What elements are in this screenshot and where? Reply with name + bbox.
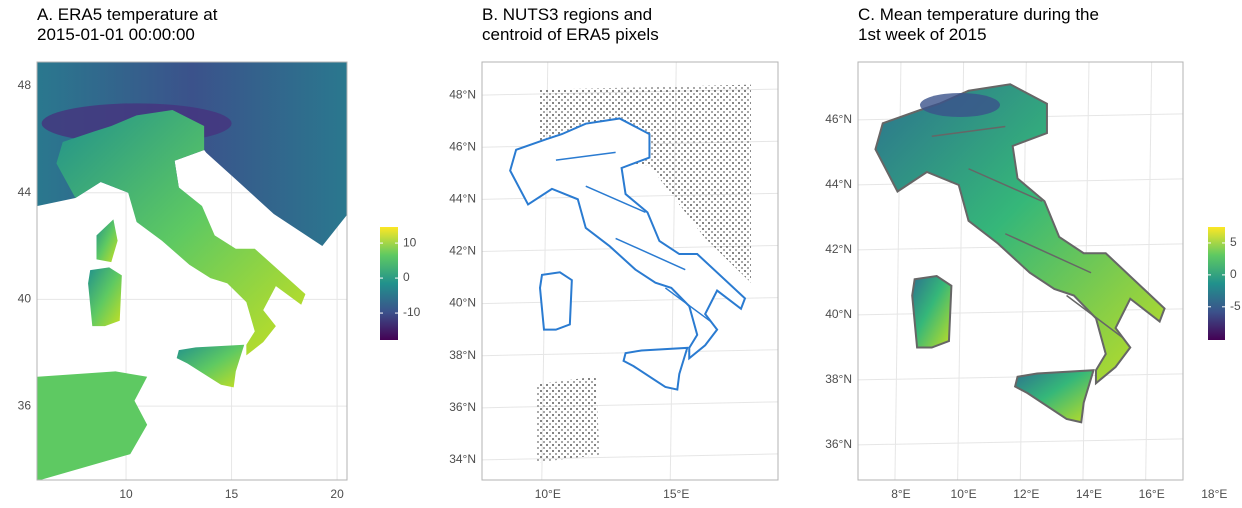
colorbar-label: 0 (1230, 267, 1237, 281)
panel-title: 2015-01-01 00:00:00 (37, 25, 195, 44)
y-tick-label: 44 (18, 185, 32, 199)
x-tick-label: 15°E (663, 487, 689, 501)
grid-line (482, 402, 778, 408)
y-tick-label: 40°N (449, 296, 476, 310)
colorbar (1208, 227, 1225, 340)
y-tick-label: 42°N (449, 244, 476, 258)
y-tick-label: 36°N (449, 400, 476, 414)
grid-line (858, 309, 1183, 315)
plot-area (37, 62, 348, 481)
x-tick-label: 14°E (1076, 487, 1102, 501)
colorbar-label: 0 (403, 270, 410, 284)
x-tick-label: 18°E (1201, 487, 1227, 501)
colorbar-label: 10 (403, 235, 417, 249)
colorbar-label: -5 (1230, 299, 1241, 313)
plot-area (858, 62, 1214, 480)
panel-title: 1st week of 2015 (858, 25, 987, 44)
land-raster (88, 267, 122, 326)
nuts3-region (912, 276, 951, 348)
figure: A. ERA5 temperature at2015-01-01 00:00:0… (0, 0, 1242, 503)
nuts3-region (1015, 370, 1093, 422)
nuts3-outline (624, 348, 688, 390)
y-tick-label: 38°N (825, 372, 852, 386)
panel-title: C. Mean temperature during the (858, 5, 1099, 24)
panel-title: A. ERA5 temperature at (37, 5, 218, 24)
y-tick-label: 40 (18, 292, 32, 306)
x-tick-label: 15 (225, 487, 239, 501)
panel-title: B. NUTS3 regions and (482, 5, 652, 24)
y-tick-label: 36°N (825, 437, 852, 451)
y-tick-label: 44°N (825, 177, 852, 191)
grid-line (482, 454, 778, 460)
plot-area (482, 62, 778, 480)
colorbar-label: -10 (403, 305, 421, 319)
land-raster (97, 219, 118, 262)
land-raster (37, 371, 147, 480)
y-tick-label: 46°N (825, 112, 852, 126)
x-tick-label: 20 (330, 487, 344, 501)
x-tick-label: 10°E (951, 487, 977, 501)
era5-points (536, 377, 600, 463)
nuts3-outline (540, 272, 572, 329)
panel-title: centroid of ERA5 pixels (482, 25, 659, 44)
grid-line (1146, 62, 1152, 480)
x-tick-label: 8°E (891, 487, 910, 501)
x-tick-label: 10°E (535, 487, 561, 501)
x-tick-label: 12°E (1013, 487, 1039, 501)
y-tick-label: 48 (18, 78, 32, 92)
y-tick-label: 34°N (449, 452, 476, 466)
alps-region (920, 93, 1000, 117)
y-tick-label: 40°N (825, 307, 852, 321)
y-tick-label: 36 (18, 398, 32, 412)
y-tick-label: 44°N (449, 192, 476, 206)
colorbar (380, 227, 398, 340)
y-tick-label: 48°N (449, 87, 476, 101)
y-tick-label: 42°N (825, 242, 852, 256)
land-raster (177, 345, 245, 388)
y-tick-label: 46°N (449, 139, 476, 153)
x-tick-label: 10 (119, 487, 133, 501)
y-tick-label: 38°N (449, 348, 476, 362)
x-tick-label: 16°E (1139, 487, 1165, 501)
colorbar-label: 5 (1230, 235, 1237, 249)
